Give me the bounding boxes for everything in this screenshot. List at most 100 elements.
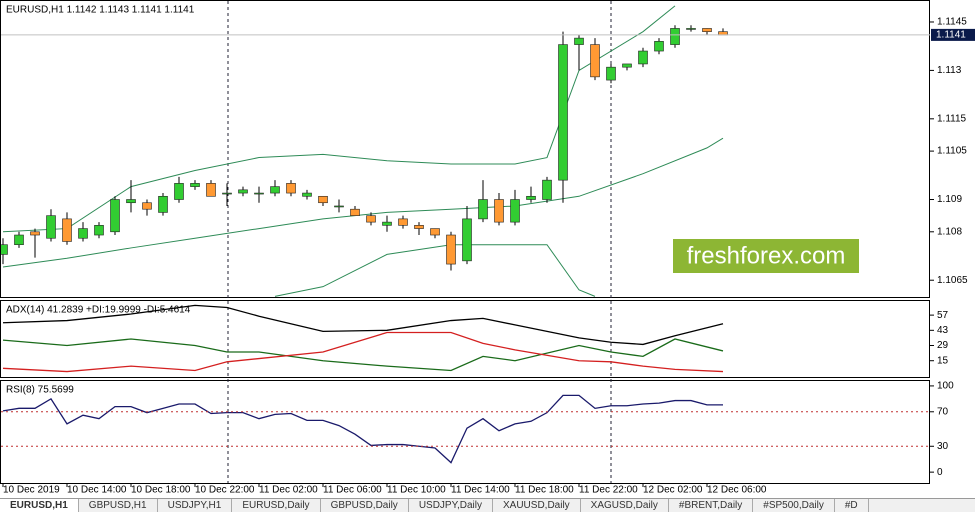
y-tick-label: 43 [937,325,949,336]
candle-body [414,225,424,229]
candle-body [446,234,456,265]
candle-body [430,228,440,236]
last-price-label: 1.1141 [936,30,966,41]
chart-tab[interactable]: GBPUSD,H1 [79,499,158,512]
chart-tab[interactable]: USDJPY,H1 [158,499,233,512]
y-tick-label: 1.109 [937,194,962,205]
candle-body [1,244,8,255]
candle-body [174,183,184,200]
y-tick-label: 0 [937,467,943,478]
tab-bar: EURUSD,H1 GBPUSD,H1 USDJPY,H1 EURUSD,Daily G… [0,498,975,512]
chart-tab[interactable]: #BRENT,Daily [669,499,754,512]
y-tick-label: 29 [937,340,949,351]
candle-body [638,50,648,65]
candle-body [542,179,552,200]
y-tick-label: 1.1115 [937,113,967,124]
candle-body [574,37,584,45]
y-tick-label: 70 [937,406,949,417]
candle-body [590,44,600,78]
x-tick-label: 11 Dec 22:00 [579,485,638,496]
y-tick-label: 1.1145 [937,17,967,28]
y-tick-label: 30 [937,441,949,452]
candle-body [622,63,632,68]
chart-tab[interactable]: #SP500,Daily [753,499,835,512]
candle-body [190,183,200,187]
x-tick-label: 11 Dec 10:00 [387,485,446,496]
x-tick-label: 10 Dec 2019 [3,485,60,496]
y-tick-label: 1.1065 [937,275,968,286]
candle-body [302,192,312,197]
x-tick-label: 10 Dec 22:00 [195,485,255,496]
chart-tab[interactable]: EURUSD,Daily [232,499,321,512]
panel-title: EURUSD,H1 1.1142 1.1143 1.1141 1.1141 [6,5,195,16]
candle-body [558,44,568,181]
x-tick-label: 11 Dec 14:00 [451,485,510,496]
plot-area [1,5,728,464]
adx-frame [0,300,930,378]
main-frame [0,0,930,298]
terminal-chart: freshforex.com 1.1145 1.113 1.1115 1.1105 1.… [0,0,975,496]
candle-body [702,28,712,32]
y-tick-label: 1.1105 [937,146,967,157]
indicator-line [2,304,724,346]
candle-body [526,195,536,200]
x-tick-label: 10 Dec 14:00 [67,485,127,496]
candle-body [78,228,88,239]
chart-tab[interactable]: GBPUSD,Daily [321,499,409,512]
x-tick-label: 11 Dec 18:00 [515,485,574,496]
candle-body [478,199,488,220]
candle-body [510,199,520,223]
candle-body [238,189,248,194]
candle-body [158,195,168,213]
panel-title: ADX(14) 41.2839 +DI:19.9999 -DI:5.4614 [6,305,191,316]
chart-tab[interactable]: #D [835,499,869,512]
candle-body [654,41,664,52]
panel-title: RSI(8) 75.5699 [6,385,74,396]
candle-body [670,28,680,45]
candle-body [686,28,696,30]
x-tick-label: 12 Dec 02:00 [643,485,703,496]
candle-body [366,215,376,223]
y-tick-label: 100 [937,381,954,392]
candle-body [110,199,120,233]
candle-body [286,183,296,194]
rsi-frame [0,380,930,484]
x-tick-label: 11 Dec 02:00 [259,485,318,496]
candle-body [382,221,392,226]
chart-tab[interactable]: EURUSD,H1 [0,499,79,512]
chart-tab[interactable]: XAGUSD,Daily [581,499,669,512]
watermark: freshforex.com [687,242,846,269]
candle-body [126,199,136,204]
candle-body [462,218,472,262]
bollinger-band [2,137,724,268]
candle-body [350,208,360,216]
x-tick-label: 10 Dec 18:00 [131,485,191,496]
candle-body [494,199,504,223]
candle-body [334,205,344,208]
candle-body [62,218,72,242]
indicator-line [2,331,724,373]
y-tick-label: 15 [937,355,949,366]
candle-body [30,231,40,236]
y-tick-label: 57 [937,310,949,321]
candle-body [14,234,24,246]
candle-body [142,202,152,210]
y-tick-label: 1.108 [937,226,962,237]
candle-body [206,183,216,197]
candle-body [254,192,264,195]
chart-tab[interactable]: USDJPY,Daily [409,499,493,512]
candle-body [318,195,328,204]
candle-body [94,225,104,236]
bollinger-band [274,244,596,297]
indicator-line [2,338,724,372]
watermark-box [673,239,859,273]
chart-tab[interactable]: XAUUSD,Daily [493,499,581,512]
indicator-line [2,394,723,464]
last-price-tag [931,28,975,41]
candle-body [270,186,280,194]
candle-body [606,66,616,81]
candle-body [222,192,232,195]
x-tick-label: 11 Dec 06:00 [323,485,382,496]
candle-body [398,218,408,226]
